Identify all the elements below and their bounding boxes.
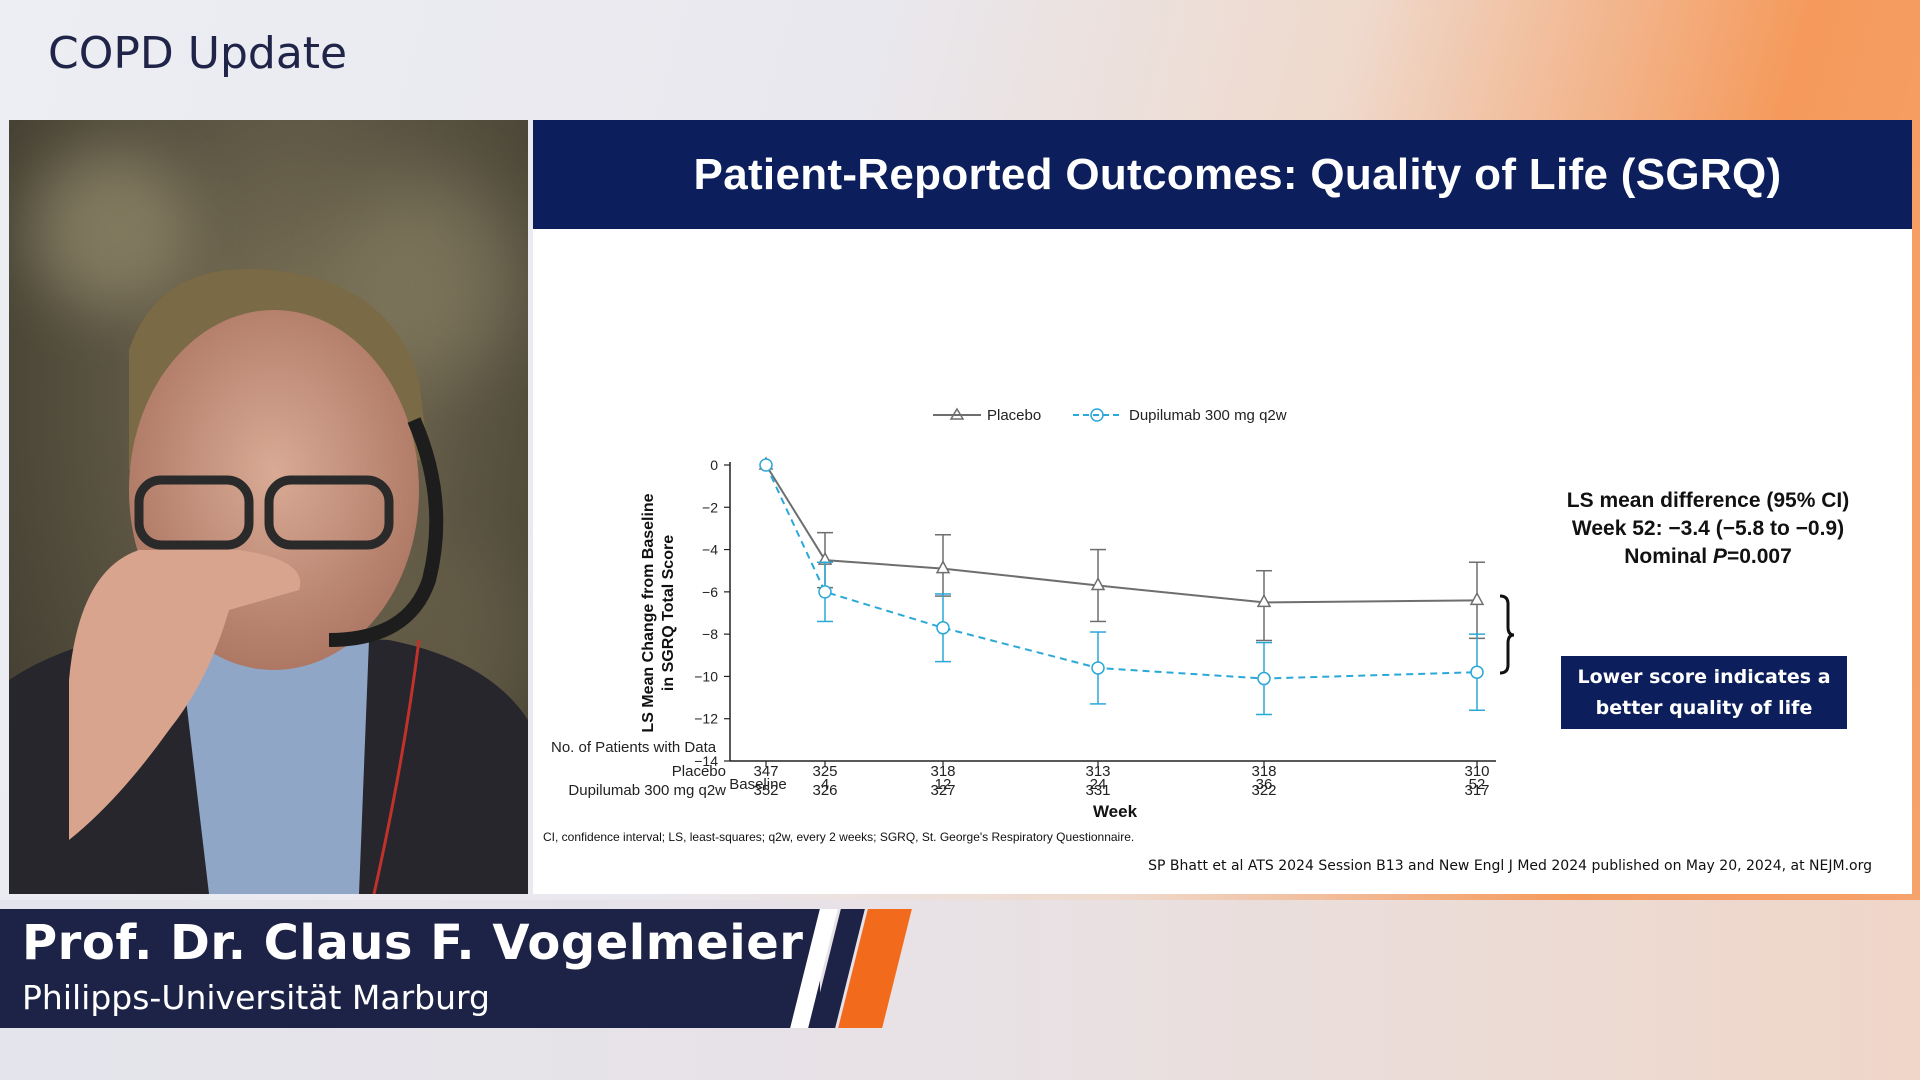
dupilumab-point bbox=[936, 621, 950, 635]
x-axis-title: Week bbox=[1093, 802, 1138, 821]
patients-count: 318 bbox=[930, 763, 955, 780]
citation: SP Bhatt et al ATS 2024 Session B13 and … bbox=[1148, 858, 1872, 874]
x-axis-ticks: Baseline 4 12 24 36 52 bbox=[729, 761, 1485, 793]
legend-dupilumab-marker bbox=[1090, 408, 1104, 422]
legend-placebo-marker bbox=[949, 407, 965, 420]
chart-series bbox=[758, 456, 1485, 716]
chart-legend: Placebo Dupilumab 300 mg q2w bbox=[933, 407, 1287, 424]
patients-count: 327 bbox=[930, 782, 955, 799]
legend-dupilumab-label: Dupilumab 300 mg q2w bbox=[1129, 407, 1287, 424]
y-tick-label: −4 bbox=[702, 542, 718, 558]
patients-table-rows: Placebo 347 325 318 313 318 310 Dupilumab 300 m… bbox=[568, 763, 1489, 799]
lower-score-line1: Lower score indicates a bbox=[1577, 665, 1831, 688]
speaker-hand bbox=[69, 550, 301, 840]
patients-count: 325 bbox=[812, 763, 837, 780]
legend-placebo-label: Placebo bbox=[987, 407, 1041, 424]
patients-count: 313 bbox=[1085, 763, 1110, 780]
patients-count: 317 bbox=[1464, 782, 1489, 799]
series-placebo bbox=[758, 456, 1485, 642]
ls-line3: Nominal P=0.007 bbox=[1624, 545, 1792, 568]
x-tick-label: 12 bbox=[935, 776, 952, 793]
y-tick-label: −2 bbox=[702, 499, 718, 515]
patients-count: 347 bbox=[753, 763, 778, 780]
x-tick-label: 24 bbox=[1090, 776, 1107, 793]
speaker-video bbox=[9, 120, 528, 894]
ls-line2: Week 52: −3.4 (−5.8 to −0.9) bbox=[1571, 517, 1845, 540]
series-dupilumab bbox=[759, 458, 1485, 716]
patients-count: 331 bbox=[1085, 782, 1110, 799]
dupilumab-line bbox=[765, 464, 1478, 680]
y-axis-title: LS Mean Change from Baseline in SGRQ Tot… bbox=[640, 493, 677, 732]
y-tick-label: 0 bbox=[710, 457, 718, 473]
y-axis-title-line2: in SGRQ Total Score bbox=[660, 535, 677, 691]
ls-mean-difference: LS mean difference (95% CI) Week 52: −3.… bbox=[1543, 487, 1873, 571]
dupilumab-point bbox=[1091, 661, 1105, 675]
dupilumab-point bbox=[818, 585, 832, 599]
x-tick-label: 4 bbox=[821, 776, 829, 793]
sgrq-chart: Placebo Dupilumab 300 mg q2w LS Mean Cha… bbox=[640, 407, 1515, 821]
footnote: CI, confidence interval; LS, least-squar… bbox=[543, 830, 1135, 844]
dupilumab-point bbox=[1257, 671, 1271, 686]
lower-score-line2: better quality of life bbox=[1595, 696, 1813, 719]
placebo-point bbox=[1090, 576, 1106, 591]
placebo-point bbox=[1469, 591, 1485, 606]
patients-count: 318 bbox=[1251, 763, 1276, 780]
chart-axes bbox=[729, 462, 1496, 762]
placebo-point bbox=[935, 560, 951, 574]
patients-row-label: Placebo bbox=[672, 763, 726, 780]
ls-line1: LS mean difference (95% CI) bbox=[1566, 489, 1850, 512]
placebo-point bbox=[1256, 593, 1272, 608]
y-tick-label: −8 bbox=[702, 626, 718, 642]
y-tick-label: −10 bbox=[694, 668, 718, 684]
dupilumab-point bbox=[759, 458, 773, 472]
y-tick-label: −14 bbox=[694, 753, 718, 769]
y-tick-label: −6 bbox=[702, 584, 718, 600]
placebo-line bbox=[765, 464, 1478, 604]
speaker-name: Prof. Dr. Claus F. Vogelmeier bbox=[22, 915, 804, 971]
patients-table: No. of Patients with Data Placebo 347 325 3… bbox=[551, 739, 1490, 799]
y-tick-label: −12 bbox=[694, 711, 718, 727]
slide: Patient-Reported Outcomes: Quality of Li… bbox=[533, 120, 1912, 894]
slide-title: Patient-Reported Outcomes: Quality of Li… bbox=[693, 149, 1782, 199]
x-tick-label: Baseline bbox=[729, 776, 787, 793]
patients-row-label: Dupilumab 300 mg q2w bbox=[568, 782, 726, 799]
speaker-affiliation: Philipps-Universität Marburg bbox=[22, 978, 490, 1017]
lower-score-note: Lower score indicates a better quality o… bbox=[1561, 656, 1847, 729]
y-axis-title-line1: LS Mean Change from Baseline bbox=[640, 493, 657, 732]
y-axis-ticks: 0 −2 −4 −6 −8 −10 −12 −14 bbox=[694, 457, 730, 769]
speaker-shirt bbox=[179, 640, 369, 894]
dupilumab-point bbox=[1470, 665, 1484, 679]
x-tick-label: 52 bbox=[1469, 776, 1486, 793]
x-tick-label: 36 bbox=[1256, 776, 1273, 793]
patients-count: 310 bbox=[1464, 763, 1489, 780]
patients-table-header: No. of Patients with Data bbox=[551, 739, 717, 756]
headset-icon bbox=[328, 417, 444, 647]
show-title: COPD Update bbox=[48, 28, 348, 79]
patients-count: 322 bbox=[1251, 782, 1276, 799]
patients-count: 352 bbox=[753, 782, 778, 799]
difference-bracket bbox=[1499, 594, 1515, 675]
lower-third-bar bbox=[0, 909, 820, 1028]
patients-count: 326 bbox=[812, 782, 837, 799]
slide-header: Patient-Reported Outcomes: Quality of Li… bbox=[533, 120, 1912, 229]
